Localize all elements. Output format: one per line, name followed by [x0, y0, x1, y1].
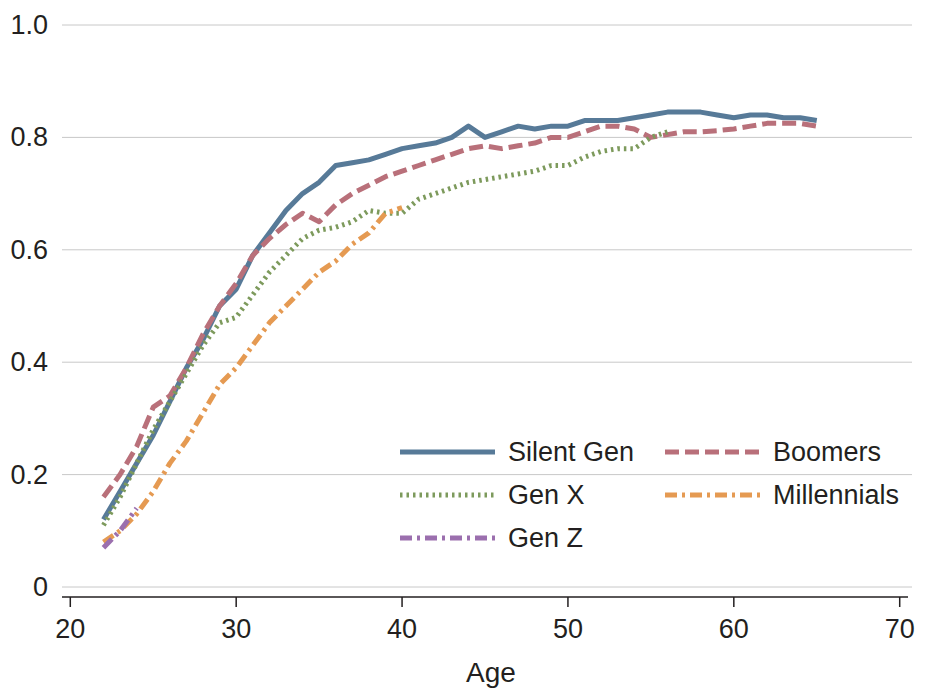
x-tick-label: 20: [55, 614, 85, 644]
x-tick-label: 50: [553, 614, 583, 644]
legend-label: Boomers: [773, 437, 881, 467]
chart: 0 0.2 0.4 0.6 0.8 1.0 20 30 40 50 60 70 Age Silent Ge…: [0, 0, 946, 698]
legend-swatch: [400, 493, 495, 498]
y-tick-label: 0.6: [10, 235, 48, 265]
series-group: [103, 112, 816, 548]
series-line: [103, 123, 816, 497]
x-tick: [235, 597, 237, 607]
series-line: [103, 508, 136, 547]
x-tick: [70, 597, 72, 607]
x-tick: [899, 597, 901, 607]
x-tick-label: 60: [719, 614, 749, 644]
legend-swatch: [665, 493, 760, 498]
grid-line: [62, 249, 912, 250]
y-tick-label: 0.2: [10, 460, 48, 490]
legend-label: Silent Gen: [508, 437, 634, 467]
x-tick-label: 30: [221, 614, 251, 644]
legend-label: Gen X: [508, 480, 585, 510]
grid-line: [62, 25, 912, 26]
x-axis-label: Age: [466, 657, 516, 688]
x-tick: [733, 597, 735, 607]
legend-label: Gen Z: [508, 523, 583, 553]
y-tick-label: 0: [33, 572, 48, 602]
x-tick: [567, 597, 569, 607]
x-axis-line: [62, 596, 908, 598]
x-tick-label: 40: [387, 614, 417, 644]
series-line: [103, 208, 402, 542]
x-tick-label: 70: [885, 614, 915, 644]
y-tick-label: 0.8: [10, 122, 48, 152]
legend-label: Millennials: [773, 480, 899, 510]
y-tick-label: 1.0: [10, 10, 48, 40]
legend-swatch: [665, 450, 760, 455]
series-line: [103, 112, 816, 519]
legend-swatch: [400, 450, 495, 455]
grid-line: [62, 587, 912, 588]
x-tick: [401, 597, 403, 607]
series-line: [103, 132, 667, 525]
grid-line: [62, 474, 912, 475]
y-tick-label: 0.4: [10, 347, 48, 377]
legend-swatch: [400, 536, 495, 541]
legend: Silent Gen Boomers Gen X Millennials Gen Z: [400, 437, 899, 553]
